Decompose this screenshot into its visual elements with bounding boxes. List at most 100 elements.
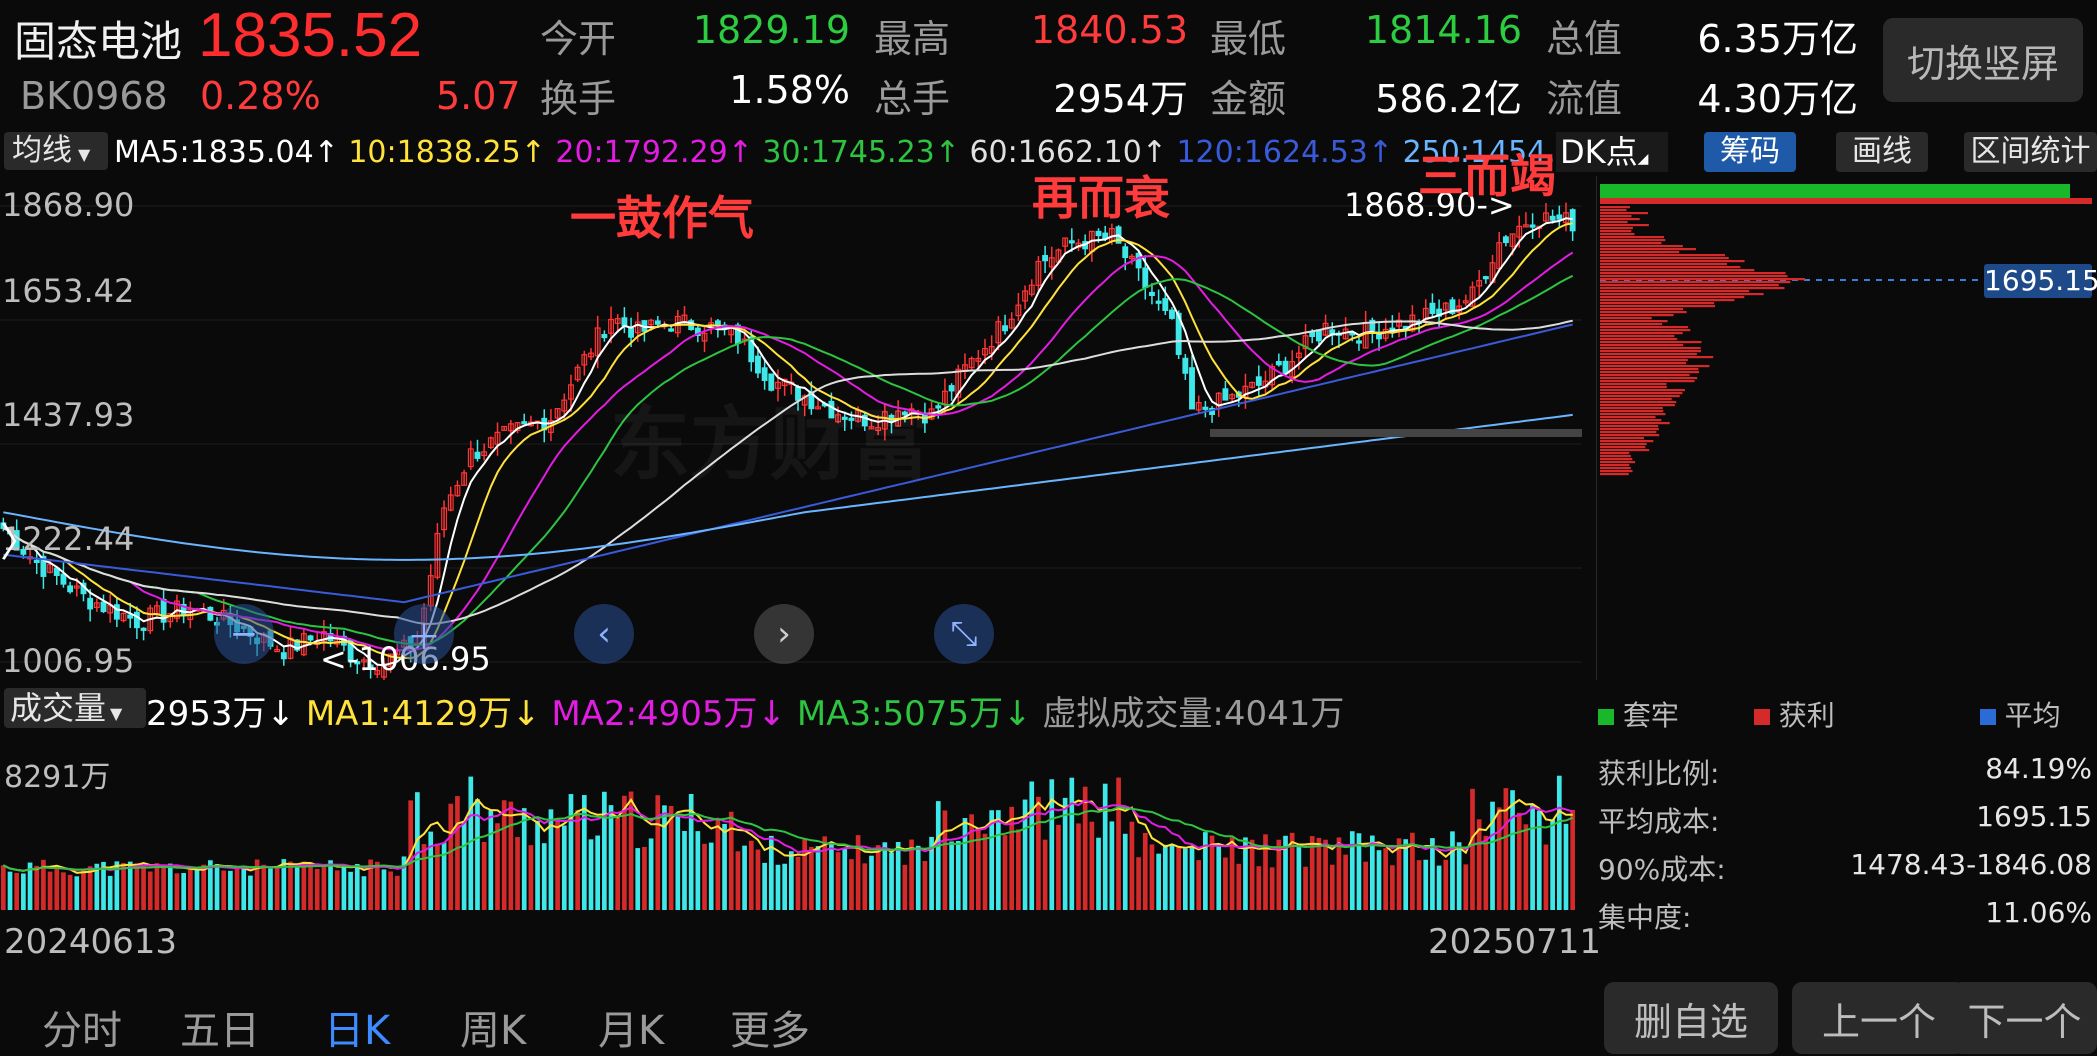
volume-bar — [1483, 835, 1489, 910]
candle-body — [1449, 299, 1456, 314]
volume-chart[interactable] — [0, 736, 1582, 910]
volume-bar — [121, 862, 126, 910]
volume-bar — [829, 842, 834, 910]
previous-button[interactable]: 上一个 — [1792, 982, 1966, 1054]
tab-range-stats[interactable]: 区间统计 — [1964, 132, 2097, 172]
volume-bar — [662, 805, 667, 910]
volume-bar — [568, 794, 574, 910]
volume-bar — [1563, 823, 1569, 910]
volume-bar — [1069, 777, 1075, 910]
volume-bar — [301, 861, 307, 910]
tab-more[interactable]: 更多 — [730, 1008, 810, 1054]
tab-draw-line[interactable]: 画线 — [1836, 132, 1928, 172]
volume-bar — [541, 843, 547, 910]
chip-bar — [1600, 314, 1674, 317]
candle-body — [300, 633, 307, 656]
chip-bar — [1600, 269, 1755, 272]
candle-body — [1048, 257, 1055, 268]
tab-monthly-k[interactable]: 月K — [598, 1008, 665, 1054]
cost-90-value: 1478.43-1846.08 — [1850, 848, 2092, 881]
volume-bar — [1496, 807, 1502, 910]
chip-bar — [1600, 374, 1690, 377]
volume-bar — [1169, 845, 1175, 910]
candle-body — [1022, 290, 1029, 302]
candle-body — [988, 346, 995, 355]
volume-bar — [1082, 786, 1088, 910]
candle-body — [1155, 300, 1162, 304]
next-button[interactable]: 下一个 — [1952, 982, 2097, 1054]
candle-body — [1182, 357, 1189, 374]
volume-bar — [127, 861, 133, 910]
chip-bar — [1600, 464, 1630, 467]
start-date: 20240613 — [4, 922, 178, 962]
volume-bar — [615, 814, 621, 910]
compress-icon[interactable]: ⤡ — [934, 604, 994, 664]
scroll-right-icon[interactable]: › — [754, 604, 814, 664]
volume-bar — [581, 795, 587, 910]
volume-bar — [895, 841, 901, 910]
volume-bar — [228, 870, 233, 910]
candle-body — [748, 336, 755, 363]
avg-cost-label: 平均成本: — [1598, 805, 1720, 838]
expand-left-icon[interactable]: 〉 — [0, 520, 40, 566]
candle-body — [755, 355, 761, 374]
candle-body — [1543, 212, 1549, 222]
candle-body — [1255, 376, 1262, 386]
volume-max-label: 8291万 — [4, 760, 111, 795]
volume-bar — [1229, 837, 1235, 910]
volume-bar — [1243, 837, 1248, 910]
candle-body — [1289, 361, 1296, 378]
candle-body — [1249, 381, 1256, 388]
candle-body — [1229, 394, 1236, 400]
volume-bar — [1136, 857, 1141, 910]
chip-bar — [1600, 392, 1683, 395]
end-date: 20250711 — [1428, 922, 1602, 962]
legend-average-swatch — [1979, 709, 1996, 725]
volume-bar — [341, 867, 347, 910]
volume-bar — [521, 808, 527, 910]
volume-bar — [1403, 839, 1409, 910]
switch-portrait-button[interactable]: 切换竖屏 — [1883, 18, 2083, 102]
dk-point-label: DK点 — [1560, 133, 1638, 171]
remove-watchlist-button[interactable]: 删自选 — [1604, 982, 1778, 1054]
volume-bar — [74, 876, 80, 910]
tab-intraday[interactable]: 分时 — [42, 1008, 122, 1054]
volume-bar — [1516, 812, 1522, 910]
chip-profit-top — [1600, 198, 2092, 204]
volume-bar — [1550, 819, 1555, 910]
dk-point-toggle[interactable]: DK点◢ — [1556, 132, 1668, 172]
volume-bar — [354, 864, 360, 910]
zoom-in-icon[interactable]: ＋ — [394, 604, 454, 664]
total-volume-label: 总手 — [874, 77, 951, 121]
volume-bar — [1276, 839, 1282, 910]
volume-indicator-select[interactable]: 成交量 ▼ — [4, 688, 146, 728]
volume-bar — [842, 848, 848, 910]
candle-body — [1549, 215, 1556, 221]
volume-bar — [1503, 788, 1509, 910]
dropdown-triangle-icon: ▼ — [110, 704, 123, 723]
candle-body — [113, 604, 120, 620]
volume-bar — [1369, 835, 1375, 910]
candle-body — [574, 366, 581, 381]
chip-bar — [1600, 266, 1741, 269]
tab-five-day[interactable]: 五日 — [180, 1008, 260, 1054]
y-label-2: 1653.42 — [2, 272, 135, 310]
candle-body — [1376, 331, 1382, 340]
tab-chips[interactable]: 筹码 — [1704, 132, 1796, 172]
annotation-third-exhaust: 三而竭 — [1418, 149, 1556, 203]
indicator-select[interactable]: 均线 ▼ — [4, 132, 108, 170]
volume-bar — [695, 831, 701, 910]
tab-daily-k[interactable]: 日K — [324, 1008, 391, 1054]
chip-bar — [1600, 452, 1630, 455]
chip-bar — [1600, 401, 1677, 404]
total-volume-value: 2954万 — [1053, 77, 1188, 121]
zoom-out-icon[interactable]: − — [214, 604, 274, 664]
scroll-left-icon[interactable]: ‹ — [574, 604, 634, 664]
chip-bar — [1600, 236, 1665, 239]
volume-bar — [281, 859, 287, 910]
candle-body — [1569, 209, 1576, 232]
tab-weekly-k[interactable]: 周K — [460, 1008, 527, 1054]
volume-bar — [1390, 865, 1395, 910]
chip-bar — [1600, 206, 1630, 209]
candle-body — [374, 669, 381, 675]
